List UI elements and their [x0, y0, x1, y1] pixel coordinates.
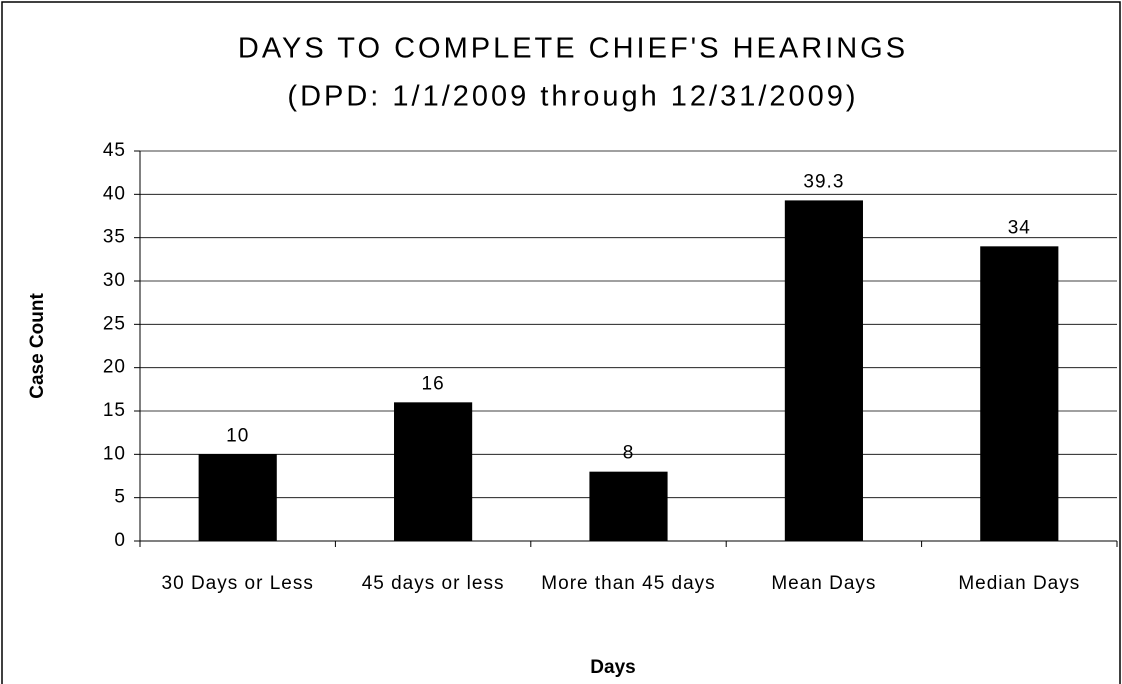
bar — [980, 246, 1059, 542]
y-tick-label: 20 — [103, 357, 126, 378]
x-tick-label: 45 days or less — [361, 573, 505, 594]
y-tick-label: 0 — [114, 530, 126, 551]
data-label: 8 — [623, 443, 635, 464]
y-tick-label: 35 — [103, 227, 126, 248]
bar — [589, 471, 668, 541]
y-tick-label: 10 — [103, 443, 126, 464]
x-tick-label: 30 Days or Less — [161, 573, 314, 594]
data-label: 16 — [422, 373, 445, 394]
y-tick-label: 30 — [103, 270, 126, 291]
y-tick-label: 5 — [114, 487, 126, 508]
data-label: 10 — [226, 425, 249, 446]
y-tick-label: 15 — [103, 400, 126, 421]
data-label: 39.3 — [803, 171, 844, 192]
x-axis-title: Days — [590, 657, 635, 678]
x-tick-label: Median Days — [958, 573, 1081, 594]
x-tick-label: More than 45 days — [541, 573, 716, 594]
data-label: 34 — [1008, 217, 1031, 238]
chart-title: DAYS TO COMPLETE CHIEF'S HEARINGS — [238, 33, 908, 65]
y-tick-label: 25 — [103, 313, 126, 334]
bar — [784, 200, 863, 541]
x-tick-label: Mean Days — [771, 573, 877, 594]
y-axis-title: Case Count — [27, 293, 48, 399]
y-tick-label: 45 — [103, 140, 126, 161]
bar — [394, 402, 473, 541]
chart-subtitle: (DPD: 1/1/2009 through 12/31/2009) — [287, 81, 858, 113]
bar — [198, 454, 277, 541]
y-tick-label: 40 — [103, 183, 126, 204]
